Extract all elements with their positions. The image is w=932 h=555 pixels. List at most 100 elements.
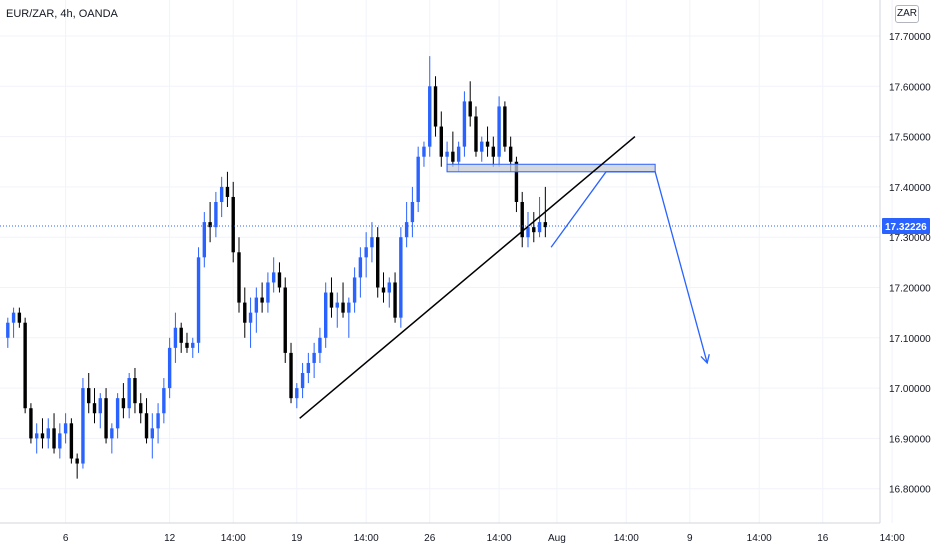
candle-body [6, 322, 10, 338]
candle-body [139, 403, 143, 414]
candle-body [237, 252, 241, 303]
candle-body [532, 227, 536, 233]
x-tick-label: 14:00 [614, 533, 639, 544]
candle-body [208, 222, 212, 228]
candle-body [115, 398, 120, 429]
candle-body [491, 146, 496, 157]
candle-body [40, 433, 45, 439]
x-tick-label: 14:00 [747, 533, 772, 544]
candle-body [11, 312, 16, 323]
candle-body [480, 141, 484, 152]
x-tick-label: 14:00 [221, 533, 246, 544]
candle-body [474, 116, 478, 152]
candle-body [526, 227, 530, 238]
candle-body [283, 287, 287, 353]
y-tick-label: 17.10000 [889, 334, 931, 345]
projection-arrowhead [700, 354, 710, 365]
candle-body [537, 222, 542, 233]
candle-body [439, 126, 443, 157]
x-tick-label: 6 [63, 533, 69, 544]
candle-body [156, 413, 160, 429]
y-tick-label: 17.20000 [889, 284, 931, 295]
candle-body [468, 101, 472, 117]
candle-body [214, 201, 218, 228]
candle-body [243, 302, 247, 323]
candle-body [422, 146, 426, 157]
candle-body [173, 327, 178, 348]
candle-body [144, 413, 149, 439]
x-tick-label: 26 [424, 533, 436, 544]
candle-body [393, 282, 397, 318]
candle-body [433, 86, 438, 127]
candle-body [508, 146, 513, 162]
candle-body [98, 398, 102, 414]
candle-body [133, 378, 137, 404]
candle-body [289, 352, 293, 399]
candle-body [318, 337, 322, 353]
candle-body [312, 352, 316, 363]
candle-body [277, 272, 282, 288]
candle-body [104, 398, 108, 439]
candle-body [167, 347, 172, 389]
candle-body [52, 428, 56, 449]
y-tick-label: 17.50000 [889, 133, 931, 144]
candle-body [347, 302, 351, 313]
candle-body [92, 403, 97, 414]
candle-body [364, 247, 368, 258]
projection-path [550, 171, 708, 364]
candle-body [399, 237, 403, 318]
candle-body [127, 378, 131, 409]
y-tick-label: 17.40000 [889, 183, 931, 194]
y-tick-label: 16.90000 [889, 434, 931, 445]
candle-body [376, 237, 380, 288]
resistance-zone [446, 163, 656, 173]
candle-body [514, 161, 519, 202]
candle-body [295, 388, 299, 399]
candle-body [248, 312, 253, 323]
candle-body [387, 282, 391, 293]
candle-body [352, 277, 357, 303]
candle-body [503, 106, 507, 147]
candle-body [63, 423, 68, 434]
candle-body [46, 428, 50, 439]
candle-body [58, 433, 62, 449]
candle-body [428, 86, 432, 147]
annotations [0, 136, 880, 419]
candle-body [300, 373, 305, 389]
candle-body [485, 141, 490, 147]
y-tick-label: 17.30000 [889, 233, 931, 244]
candle-body [381, 287, 386, 293]
candle-body [260, 297, 264, 303]
current-price-label: 17.32226 [885, 222, 927, 233]
candle-body [179, 327, 183, 343]
candle-body [358, 257, 363, 278]
candle-body [29, 408, 33, 439]
candle-body [254, 297, 259, 313]
currency-badge[interactable]: ZAR [895, 5, 919, 23]
candle-body [445, 151, 449, 157]
x-tick-label: Aug [548, 533, 566, 544]
y-tick-label: 17.60000 [889, 82, 931, 93]
axes: 17.70000 17.60000 17.50000 17.40000 17.30000… [0, 0, 931, 544]
candle-body [185, 342, 189, 348]
candles [6, 56, 548, 479]
candle-body [497, 106, 501, 157]
candle-body [335, 302, 339, 308]
candle-body [69, 423, 74, 459]
y-tick-label: 17.00000 [889, 384, 931, 395]
x-tick-label: 16 [817, 533, 829, 544]
candle-body [23, 322, 27, 409]
candle-body [462, 101, 467, 147]
candle-body [324, 292, 328, 338]
candle-body [456, 146, 461, 162]
current-price-label-bg [882, 218, 930, 235]
candle-body [520, 201, 524, 238]
candle-body [191, 342, 195, 348]
candle-body [162, 388, 166, 414]
candle-body [202, 222, 207, 258]
candle-body [225, 186, 230, 197]
trendline [299, 136, 636, 419]
x-tick-label: 14:00 [354, 533, 379, 544]
